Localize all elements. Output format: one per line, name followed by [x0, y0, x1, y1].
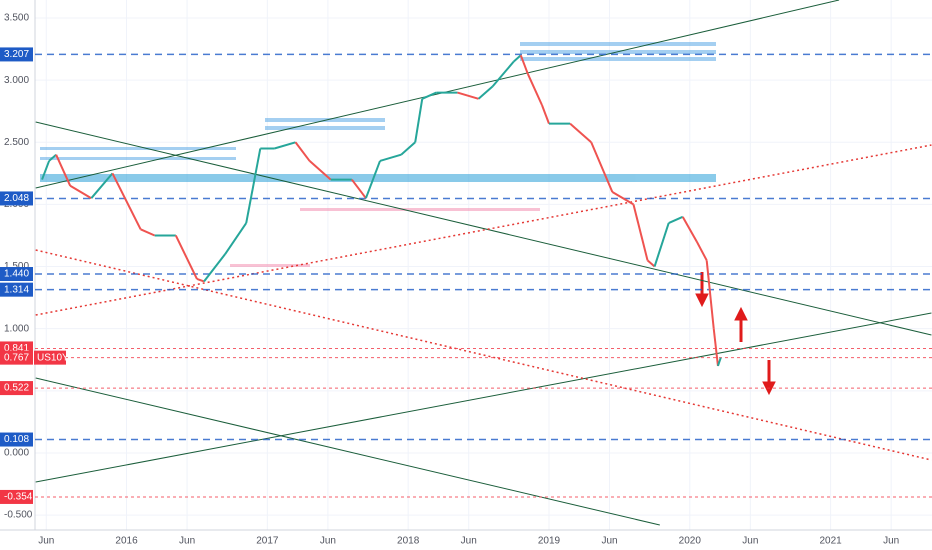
price-segment	[55, 154, 72, 187]
price-segment	[111, 172, 142, 230]
x-tick-label: Jun	[601, 536, 617, 547]
price-badge-label: 2.048	[4, 193, 29, 204]
x-tick-label: 2017	[256, 536, 279, 547]
zone	[520, 57, 716, 61]
price-badge	[0, 47, 33, 62]
price-segment	[705, 260, 715, 329]
price-badge	[0, 350, 33, 365]
price-segment	[491, 60, 515, 88]
price-segment	[457, 91, 479, 100]
price-segment	[308, 160, 332, 181]
price-badge-label: -0.354	[4, 492, 33, 503]
trend-line	[35, 312, 932, 483]
price-badge-label: 3.207	[4, 49, 29, 60]
trend-line	[35, 377, 660, 526]
price-badge	[0, 489, 33, 504]
price-segment	[203, 253, 226, 283]
price-segment	[590, 141, 614, 193]
series-badge	[34, 350, 66, 365]
price-segment	[364, 160, 381, 199]
price-segment	[351, 178, 367, 199]
x-tick-label: 2019	[538, 536, 561, 547]
price-segment	[196, 278, 205, 283]
price-segment	[712, 328, 719, 367]
price-segment	[414, 98, 424, 143]
price-segment	[477, 85, 494, 100]
price-segment	[569, 122, 592, 144]
zone	[40, 147, 236, 150]
price-segment	[717, 357, 722, 367]
price-segment	[668, 215, 684, 224]
price-segment	[681, 216, 698, 243]
x-tick-label: Jun	[179, 536, 195, 547]
price-badge	[0, 282, 33, 297]
price-segment	[611, 191, 634, 206]
x-tick-label: 2018	[397, 536, 420, 547]
price-segment	[526, 73, 543, 106]
x-tick-label: 2021	[819, 536, 842, 547]
price-segment	[695, 241, 708, 261]
price-badge-label: 0.522	[4, 383, 29, 394]
x-tick-label: Jun	[883, 536, 899, 547]
price-segment	[245, 148, 262, 224]
price-segment	[274, 141, 296, 150]
y-tick-label: -0.500	[4, 510, 33, 521]
price-segment	[69, 184, 92, 200]
zone	[40, 157, 236, 160]
x-tick-label: Jun	[38, 536, 54, 547]
price-badge	[0, 267, 33, 282]
zone	[230, 264, 310, 267]
price-segment	[632, 204, 649, 261]
y-tick-label: 1.500	[4, 261, 29, 272]
y-tick-label: 2.500	[4, 137, 29, 148]
zone	[300, 208, 540, 211]
y-tick-label: 0.000	[4, 448, 29, 459]
price-badge-label: 0.841	[4, 343, 29, 354]
zone	[265, 126, 385, 130]
price-segment	[653, 222, 670, 267]
price-segment	[48, 153, 57, 162]
price-badge-label: 1.314	[4, 284, 29, 295]
price-segment	[519, 54, 529, 75]
price-badge-label: 0.767	[4, 352, 29, 363]
x-tick-label: Jun	[742, 536, 758, 547]
price-segment	[421, 91, 437, 100]
arrow	[695, 293, 709, 308]
price-badge	[0, 381, 33, 396]
x-tick-label: Jun	[461, 536, 477, 547]
price-segment	[174, 235, 198, 280]
price-segment	[513, 54, 522, 63]
trend-line	[35, 249, 932, 461]
price-badge-label: 1.440	[4, 269, 29, 280]
price-segment	[646, 259, 656, 268]
price-segment	[294, 141, 311, 162]
price-segment	[541, 104, 550, 124]
trend-line	[35, 0, 840, 189]
price-segment	[379, 153, 402, 162]
zone	[520, 42, 716, 46]
arrow	[734, 306, 748, 321]
price-segment	[41, 160, 51, 180]
trend-line	[35, 121, 932, 336]
series-badge-label: US10Y	[37, 352, 69, 363]
zone	[40, 174, 716, 182]
y-tick-label: 3.000	[4, 75, 29, 86]
y-tick-label: 1.000	[4, 323, 29, 334]
price-badge	[0, 191, 33, 206]
price-badge-label: 0.108	[4, 434, 29, 445]
x-tick-label: Jun	[320, 536, 336, 547]
price-segment	[400, 141, 416, 156]
price-segment	[224, 222, 248, 255]
price-segment	[90, 172, 114, 199]
price-badge	[0, 432, 33, 447]
price-segment	[140, 228, 156, 237]
y-tick-label: 3.500	[4, 13, 29, 24]
x-tick-label: 2020	[679, 536, 702, 547]
x-tick-label: 2016	[115, 536, 138, 547]
trend-line	[35, 144, 932, 316]
